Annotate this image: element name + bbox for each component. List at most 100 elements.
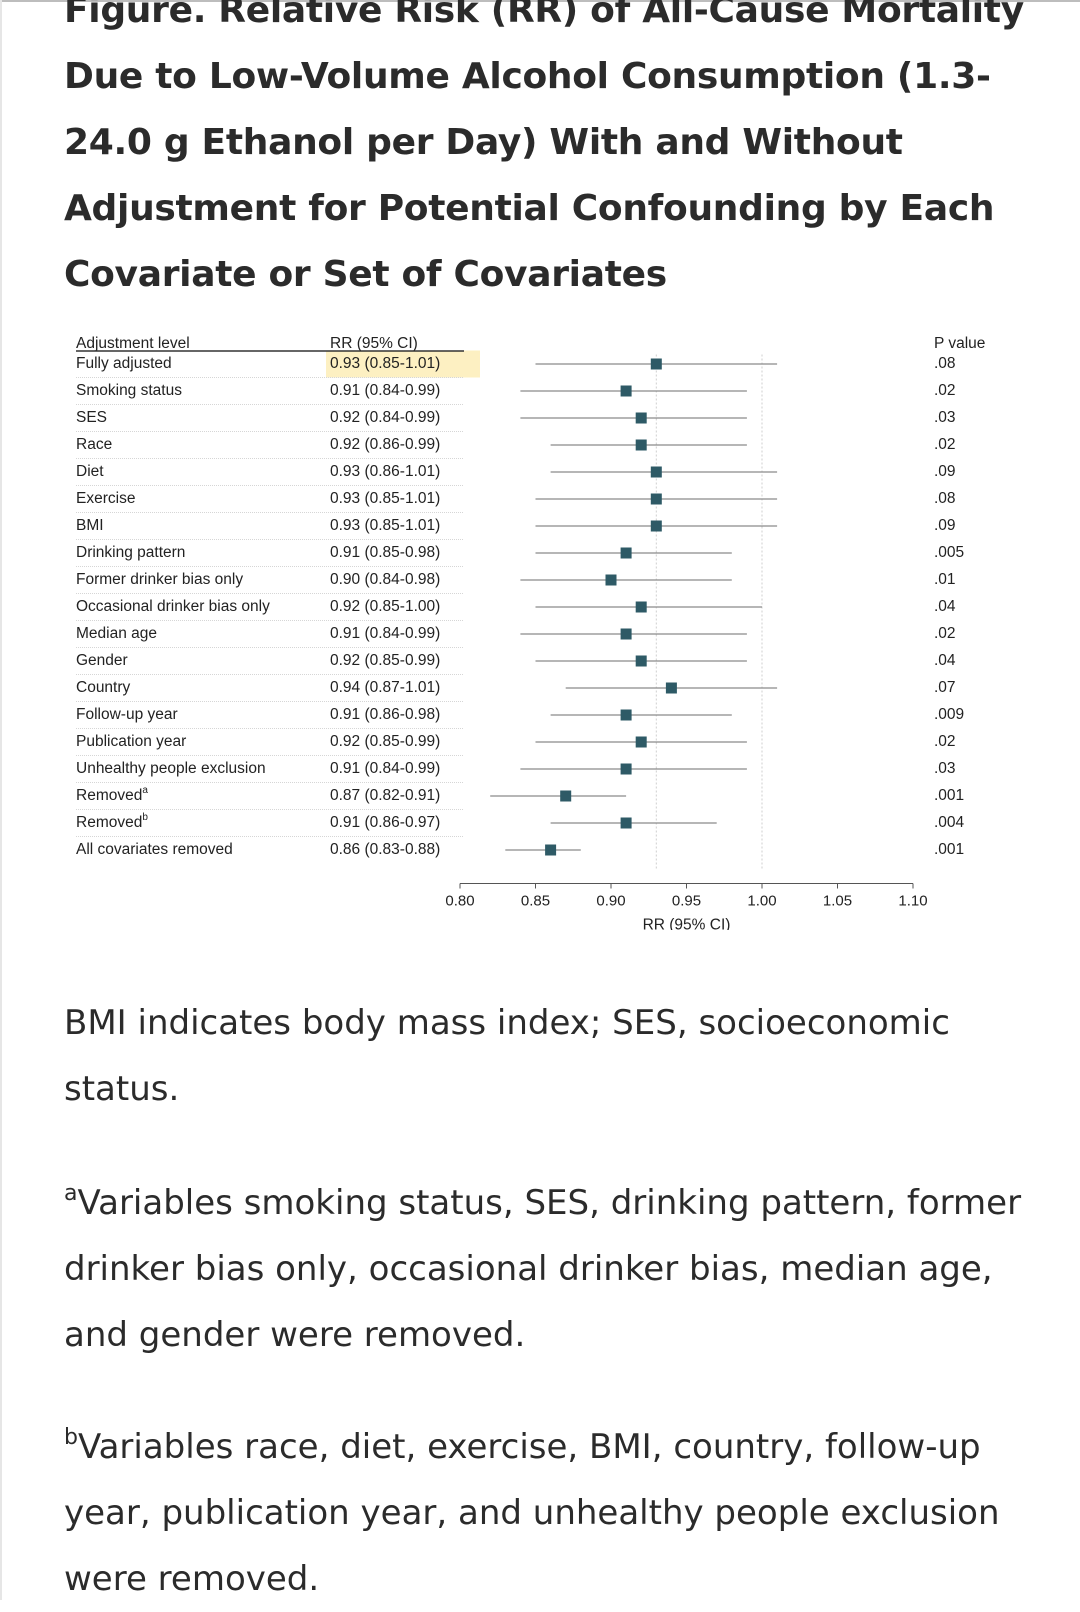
row-label: Occasional drinker bias only xyxy=(76,598,270,615)
row-p-value: .09 xyxy=(934,463,956,480)
rr-marker xyxy=(620,709,632,721)
row-ci-text: 0.86 (0.83-0.88) xyxy=(330,841,440,858)
x-tick-label: 0.90 xyxy=(596,892,625,909)
row-label: All covariates removed xyxy=(76,841,233,858)
row-label-superscript: b xyxy=(142,812,148,823)
row-p-value: .03 xyxy=(934,760,956,777)
rr-marker xyxy=(620,385,632,397)
row-ci-text: 0.92 (0.85-1.00) xyxy=(330,598,440,615)
rr-marker xyxy=(605,574,617,586)
row-ci-text: 0.90 (0.84-0.98) xyxy=(330,571,440,588)
row-p-value: .02 xyxy=(934,436,956,453)
rr-marker xyxy=(650,466,662,478)
footnote-b-marker: b xyxy=(64,1425,78,1450)
row-p-value: .009 xyxy=(934,706,964,723)
row-ci-text: 0.93 (0.85-1.01) xyxy=(330,355,440,372)
forest-row: Former drinker bias only 0.90 (0.84-0.98)… xyxy=(76,571,956,594)
row-p-value: .09 xyxy=(934,517,956,534)
row-label: Gender xyxy=(76,652,128,669)
row-p-value: .07 xyxy=(934,679,956,696)
row-ci-text: 0.91 (0.86-0.98) xyxy=(330,706,440,723)
rr-marker xyxy=(620,628,632,640)
row-p-value: .005 xyxy=(934,544,964,561)
figure-title: Figure. Relative Risk (RR) of All-Cause … xyxy=(64,0,1024,295)
rr-marker xyxy=(635,412,647,424)
row-p-value: .001 xyxy=(934,841,964,858)
rr-marker xyxy=(545,844,557,856)
row-ci-text: 0.91 (0.84-0.99) xyxy=(330,760,440,777)
footnote-b-text: Variables race, diet, exercise, BMI, cou… xyxy=(64,1427,1000,1599)
forest-row: Removeda 0.87 (0.82-0.91) .001 xyxy=(76,785,964,810)
forest-row: Country 0.94 (0.87-1.01) .07 xyxy=(76,679,956,702)
rr-marker xyxy=(620,547,632,559)
forest-row: Fully adjusted 0.93 (0.85-1.01) .08 xyxy=(76,355,956,378)
footnote-a: aVariables smoking status, SES, drinking… xyxy=(64,1170,1024,1368)
highlight-cell xyxy=(326,350,480,378)
row-label: Removedb xyxy=(76,812,148,831)
row-p-value: .02 xyxy=(934,625,956,642)
x-tick-label: 0.95 xyxy=(672,892,701,909)
forest-row: SES 0.92 (0.84-0.99) .03 xyxy=(76,409,956,432)
rr-marker xyxy=(560,790,572,802)
row-p-value: .001 xyxy=(934,787,964,804)
row-ci-text: 0.93 (0.86-1.01) xyxy=(330,463,440,480)
header-p-value: P value xyxy=(934,335,985,352)
row-ci-text: 0.91 (0.85-0.98) xyxy=(330,544,440,561)
forest-row: Exercise 0.93 (0.85-1.01) .08 xyxy=(76,490,956,513)
forest-plot: Adjustment level RR (95% CI) P value Fully … xyxy=(76,335,985,930)
row-ci-text: 0.92 (0.84-0.99) xyxy=(330,409,440,426)
header-adjustment-level: Adjustment level xyxy=(76,335,190,352)
row-ci-text: 0.93 (0.85-1.01) xyxy=(330,517,440,534)
x-tick-label: 0.80 xyxy=(445,892,474,909)
rr-marker xyxy=(620,817,632,829)
footnote-a-marker: a xyxy=(64,1181,78,1206)
forest-row: Occasional drinker bias only 0.92 (0.85-1… xyxy=(76,598,956,621)
forest-row: All covariates removed 0.86 (0.83-0.88) .0… xyxy=(76,841,964,858)
forest-row: Follow-up year 0.91 (0.86-0.98) .009 xyxy=(76,706,964,729)
row-label: Race xyxy=(76,436,112,453)
rr-marker xyxy=(650,493,662,505)
row-p-value: .02 xyxy=(934,382,956,399)
x-tick-label: 1.00 xyxy=(747,892,776,909)
row-p-value: .04 xyxy=(934,598,956,615)
row-label: Fully adjusted xyxy=(76,355,172,372)
row-label: Exercise xyxy=(76,490,135,507)
forest-row: Unhealthy people exclusion 0.91 (0.84-0.9… xyxy=(76,760,956,783)
row-ci-text: 0.91 (0.84-0.99) xyxy=(330,382,440,399)
rr-marker xyxy=(635,655,647,667)
left-divider xyxy=(0,0,2,1600)
row-ci-text: 0.87 (0.82-0.91) xyxy=(330,787,440,804)
row-ci-text: 0.92 (0.86-0.99) xyxy=(330,436,440,453)
row-label: Median age xyxy=(76,625,157,642)
rr-marker xyxy=(650,520,662,532)
forest-row: Publication year 0.92 (0.85-0.99) .02 xyxy=(76,733,956,756)
row-ci-text: 0.91 (0.84-0.99) xyxy=(330,625,440,642)
x-tick-label: 1.05 xyxy=(823,892,852,909)
row-ci-text: 0.93 (0.85-1.01) xyxy=(330,490,440,507)
row-label: Follow-up year xyxy=(76,706,178,723)
row-p-value: .02 xyxy=(934,733,956,750)
row-label: Former drinker bias only xyxy=(76,571,243,588)
row-p-value: .03 xyxy=(934,409,956,426)
rr-marker xyxy=(665,682,677,694)
row-p-value: .08 xyxy=(934,355,956,372)
rr-marker xyxy=(635,736,647,748)
row-label: Publication year xyxy=(76,733,186,750)
row-label: Removeda xyxy=(76,785,148,804)
rr-marker xyxy=(635,601,647,613)
row-ci-text: 0.92 (0.85-0.99) xyxy=(330,652,440,669)
row-p-value: .04 xyxy=(934,652,956,669)
x-tick-label: 0.85 xyxy=(521,892,550,909)
x-axis-label: RR (95% CI) xyxy=(643,917,731,930)
row-p-value: .01 xyxy=(934,571,956,588)
forest-row: Smoking status 0.91 (0.84-0.99) .02 xyxy=(76,382,956,405)
row-label: Unhealthy people exclusion xyxy=(76,760,266,777)
row-p-value: .08 xyxy=(934,490,956,507)
row-ci-text: 0.91 (0.86-0.97) xyxy=(330,814,440,831)
forest-row: Drinking pattern 0.91 (0.85-0.98) .005 xyxy=(76,544,964,567)
row-label: SES xyxy=(76,409,107,426)
row-ci-text: 0.94 (0.87-1.01) xyxy=(330,679,440,696)
row-label: BMI xyxy=(76,517,104,534)
header-rr-ci: RR (95% CI) xyxy=(330,335,418,352)
footnote-a-text: Variables smoking status, SES, drinking … xyxy=(64,1183,1022,1355)
